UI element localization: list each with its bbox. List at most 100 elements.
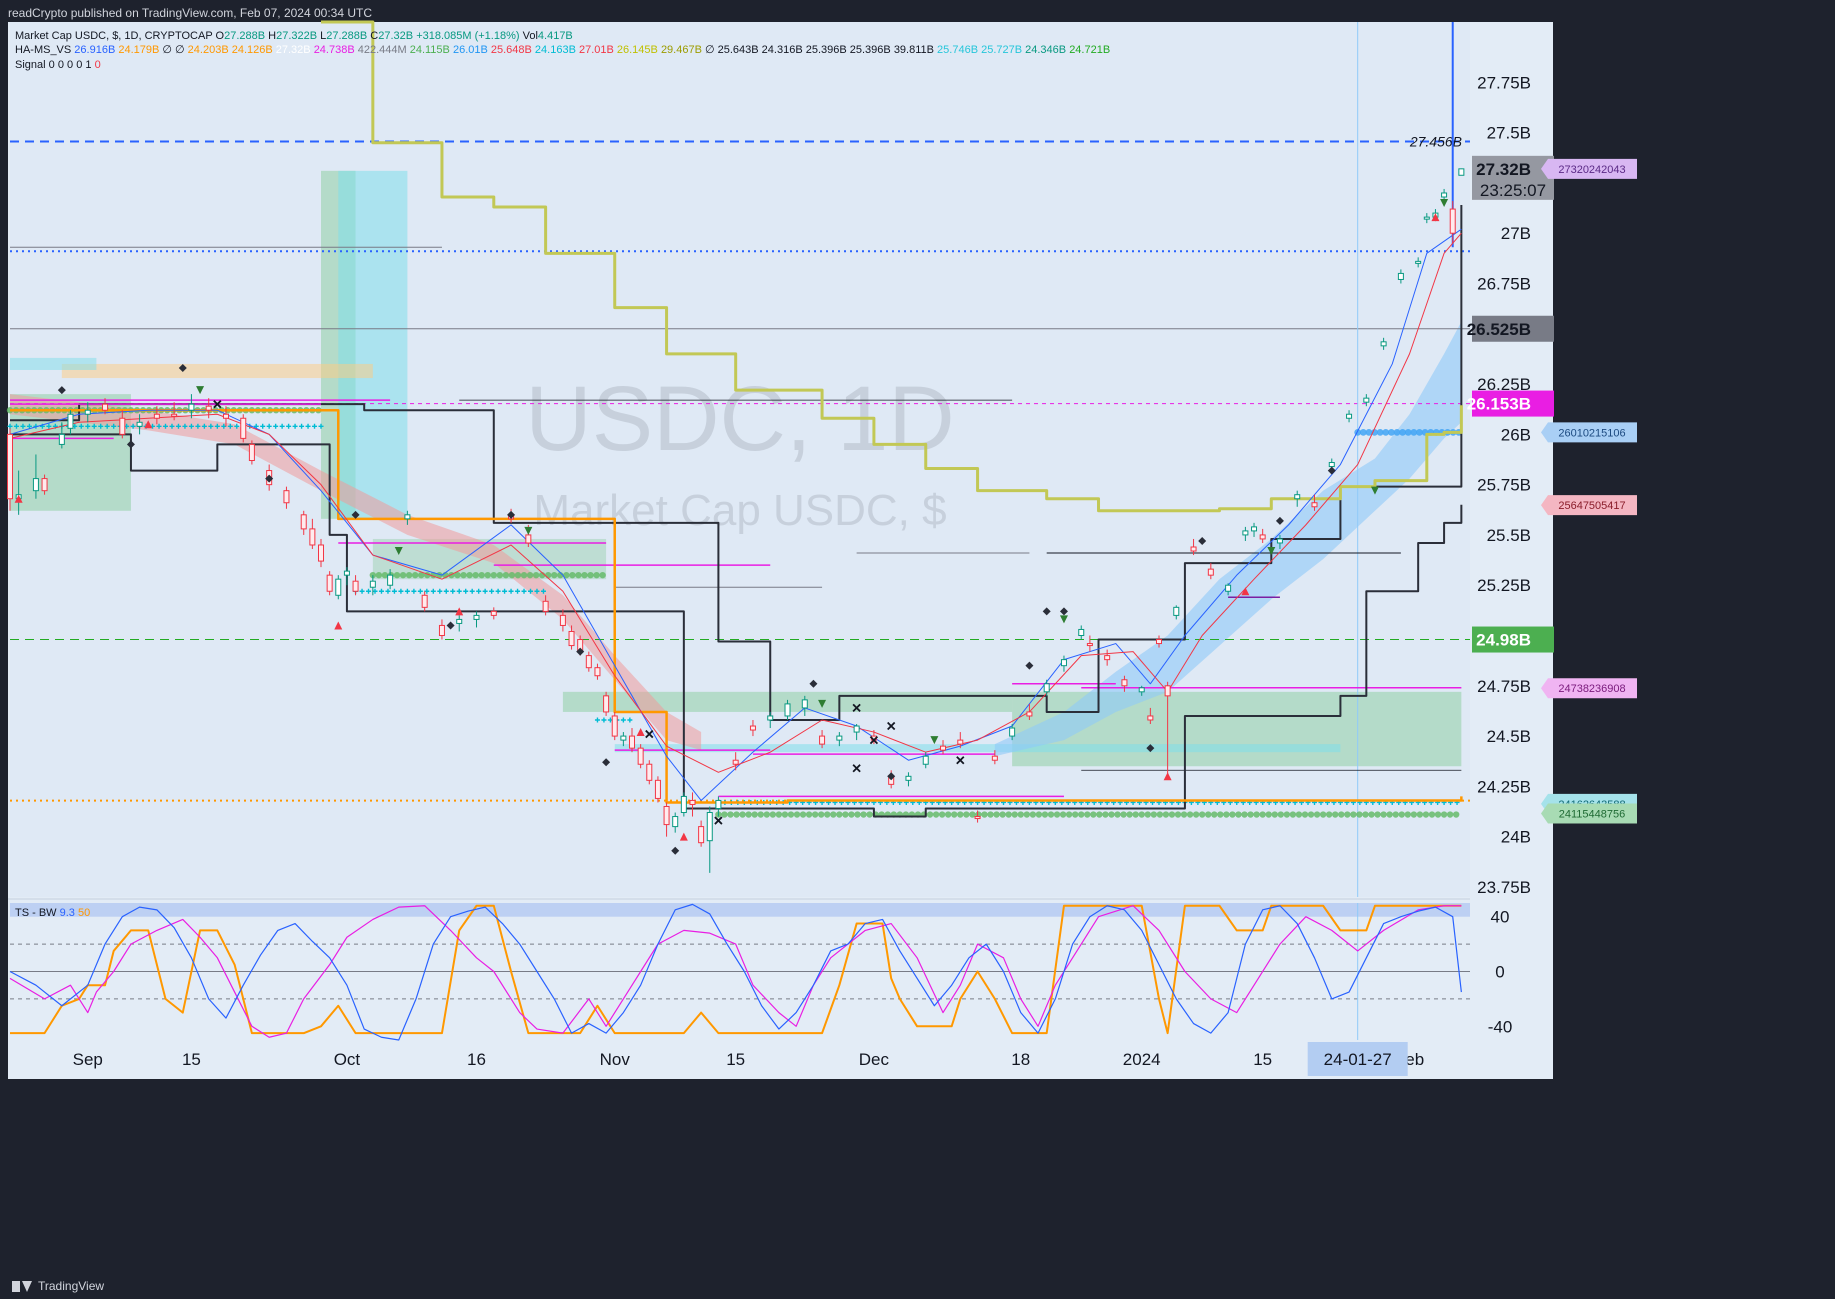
legend-hams-value: 24.316B (762, 44, 806, 56)
dot (830, 811, 836, 817)
candle-body (1260, 535, 1265, 539)
dot (1423, 811, 1429, 817)
legend-signal-value: 0 (76, 59, 85, 71)
value-tag-text: 26010215106 (1558, 427, 1625, 439)
legend-hams-value: 24.126B (232, 44, 276, 56)
dot (727, 811, 733, 817)
dot (400, 572, 406, 578)
dot (1217, 811, 1223, 817)
dot (794, 811, 800, 817)
dot (812, 811, 818, 817)
legend-main: Market Cap USDC, $, 1D, CRYPTOCAP O27.28… (15, 30, 573, 42)
candle-body (422, 595, 427, 607)
candle-body (353, 581, 358, 591)
legend-signal-value: 1 (85, 59, 94, 71)
dot (1120, 811, 1126, 817)
legend-ohlc-value: 27.32B (378, 30, 413, 42)
legend-hams-value: 25.746B (937, 44, 981, 56)
dot (478, 572, 484, 578)
legend-symbol: Market Cap USDC, $, 1D, CRYPTOCAP (15, 30, 216, 42)
time-tick: 15 (1253, 1050, 1272, 1069)
dot (993, 811, 999, 817)
price-tick: 25.25B (1477, 576, 1531, 595)
dot (1302, 811, 1308, 817)
dot (1441, 811, 1447, 817)
dot (472, 572, 478, 578)
price-axis[interactable]: 23.75B24B24.25B24.5B24.75B25.25B25.5B25.… (1467, 22, 1554, 1079)
dot (1012, 811, 1018, 817)
dot (1411, 811, 1417, 817)
candle (655, 776, 660, 802)
time-tick: Dec (859, 1050, 890, 1069)
candle-body (820, 736, 825, 744)
candle-body (733, 760, 738, 764)
candle-body (336, 579, 341, 595)
dot (1096, 811, 1102, 817)
legend-ohlc-value: +318.085M (+1.18%) (416, 30, 519, 42)
dot (987, 811, 993, 817)
dot (1060, 811, 1066, 817)
tradingview-logo-text: TradingView (38, 1279, 104, 1293)
dot (1380, 811, 1386, 817)
dot (848, 811, 854, 817)
price-tick: 23.75B (1477, 878, 1531, 897)
candle-body (690, 800, 695, 804)
time-tick: Oct (334, 1050, 361, 1069)
legend-hams-value: 26.01B (453, 44, 491, 56)
candle-body (707, 813, 712, 841)
candle (8, 428, 13, 510)
candle-body (284, 491, 289, 503)
price-tick: 25.5B (1487, 526, 1531, 545)
zone-box (62, 364, 373, 378)
candle-body (1277, 539, 1282, 543)
dot (503, 572, 509, 578)
dot (1344, 811, 1350, 817)
legend-hams-value: 24.115B (410, 44, 453, 56)
dot (1417, 811, 1423, 817)
dot (1175, 811, 1181, 817)
dot (836, 811, 842, 817)
dot (951, 811, 957, 817)
dot (1072, 811, 1078, 817)
candle-body (1156, 640, 1161, 644)
dot (466, 572, 472, 578)
candle (647, 760, 652, 784)
time-tick: 2024 (1123, 1050, 1161, 1069)
legend-hams-value: 25.648B (491, 44, 535, 56)
dot (1187, 811, 1193, 817)
dot (1139, 811, 1145, 817)
candle-body (1044, 684, 1049, 692)
value-tag: 25647505417 (1541, 495, 1637, 515)
osc-tick: -40 (1488, 1017, 1513, 1036)
dot (1084, 811, 1090, 817)
candle (327, 571, 332, 595)
candle-body (923, 756, 928, 764)
legend-hams-value: 24.163B (535, 44, 579, 56)
dot (1259, 811, 1265, 817)
dot (581, 572, 587, 578)
value-tag-text: 27320242043 (1558, 164, 1625, 176)
candle-body (189, 404, 194, 410)
dot (1042, 811, 1048, 817)
candle-body (958, 740, 963, 744)
candle-body (664, 806, 669, 824)
dot (533, 572, 539, 578)
dot (1108, 811, 1114, 817)
price-label-text: 26.153B (1467, 395, 1531, 414)
dot (1253, 811, 1259, 817)
dot (1024, 811, 1030, 817)
candle-body (802, 700, 807, 708)
legend-signal: Signal 0 0 0 0 1 0 (15, 59, 101, 71)
tradingview-logo[interactable]: TradingView (12, 1279, 104, 1293)
dot (1247, 811, 1253, 817)
price-tick: 27.5B (1487, 124, 1531, 143)
candle-body (1148, 716, 1153, 720)
candle-body (319, 545, 324, 561)
candle-body (388, 575, 393, 585)
price-label: 26.153B (1467, 391, 1554, 417)
dot (776, 811, 782, 817)
dot (1054, 811, 1060, 817)
dot (1266, 811, 1272, 817)
candle-body (223, 414, 228, 418)
